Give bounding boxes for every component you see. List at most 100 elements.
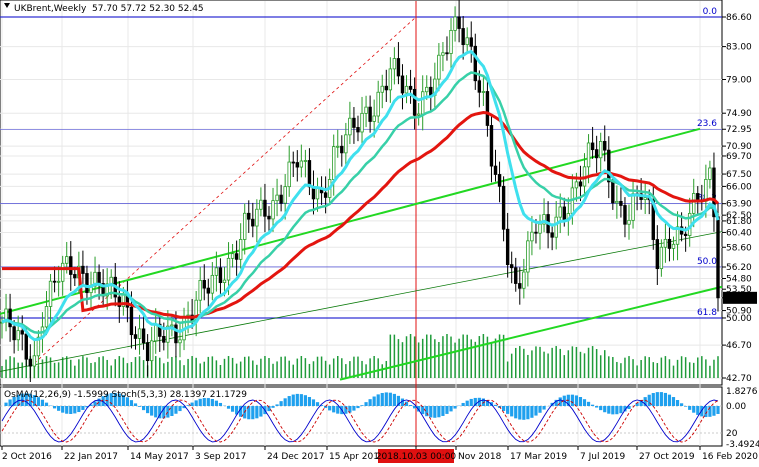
osma-bar	[218, 402, 223, 406]
price-tick-label: 70.90	[726, 142, 752, 152]
candle-body	[214, 267, 219, 276]
candle-body	[396, 58, 401, 77]
candle-body	[287, 161, 291, 188]
candle-body	[117, 296, 122, 307]
candle-body	[607, 149, 611, 183]
osma-bar	[154, 406, 158, 418]
candle-body	[238, 239, 243, 260]
candle-body	[137, 328, 142, 339]
candle-body	[234, 253, 239, 260]
candle-body	[416, 113, 421, 116]
osma-bar	[352, 406, 356, 411]
osma-bar	[271, 406, 275, 408]
candle-body	[412, 88, 417, 116]
osma-bar	[502, 406, 506, 411]
candle-body	[206, 287, 211, 294]
last-price-tag	[723, 291, 757, 304]
main-panel	[0, 0, 723, 386]
osma-bar	[372, 396, 376, 406]
candle-body	[243, 212, 247, 240]
osma-bar	[599, 406, 603, 411]
osma-bar	[344, 406, 348, 414]
osma-bar	[558, 397, 562, 406]
long-trend-line	[0, 231, 723, 372]
osma-bar	[671, 397, 676, 406]
candle-body	[259, 199, 263, 210]
price-tick-label: 69.70	[726, 152, 752, 162]
candle-body	[230, 253, 235, 259]
candle-body	[425, 86, 429, 93]
osma-bar	[595, 406, 599, 408]
osma-bar	[667, 394, 672, 406]
osma-bar	[554, 399, 558, 406]
osma-bar	[368, 399, 372, 406]
osma-bar	[146, 406, 150, 414]
candle-body	[501, 185, 506, 230]
candle-body	[198, 279, 202, 301]
stoch-signal-line	[1, 399, 719, 443]
price-tick-label: 50.90	[726, 307, 752, 317]
candle-body	[376, 91, 380, 117]
collapse-arrow-icon[interactable]	[4, 3, 10, 8]
osma-bar	[526, 406, 530, 420]
candle-body	[441, 52, 445, 56]
candle-body	[611, 181, 615, 204]
candle-body	[675, 226, 680, 245]
fib-label: 23.6	[697, 119, 717, 129]
date-label: 2 Oct 2016	[2, 452, 52, 462]
osma-bar	[174, 406, 178, 414]
osc-tick-label: 20	[726, 429, 738, 439]
osma-bar	[36, 397, 41, 406]
osma-bar	[101, 396, 105, 406]
osma-bar	[716, 406, 720, 414]
candle-body	[404, 85, 409, 94]
price-tick-label: 46.70	[726, 341, 752, 351]
candle-body	[663, 238, 668, 248]
candle-body	[574, 181, 579, 189]
price-tick-label: 66.00	[726, 182, 752, 192]
candle-body	[603, 141, 607, 151]
price-tick-label: 74.90	[726, 109, 752, 119]
candle-body	[538, 223, 542, 234]
price-tick-label: 58.60	[726, 243, 752, 253]
osma-bar	[170, 406, 174, 416]
candle-body	[340, 145, 344, 154]
fib-label: 0.0	[703, 7, 718, 17]
osma-bar	[121, 395, 125, 406]
osma-bar	[659, 392, 663, 406]
osma-bar	[235, 406, 239, 415]
candle-body	[469, 37, 473, 47]
osma-bar	[619, 406, 623, 414]
candle-body	[550, 232, 554, 238]
candle-body	[210, 274, 215, 294]
candle-body	[716, 216, 720, 299]
candle-body	[56, 280, 61, 283]
candle-body	[671, 243, 676, 249]
osma-bar	[113, 392, 117, 406]
osma-bar	[61, 406, 65, 413]
osma-bar	[413, 406, 417, 409]
candle-body	[558, 206, 562, 218]
candle-body	[509, 264, 514, 269]
osma-bar	[247, 406, 251, 420]
osma-bar	[198, 398, 202, 406]
price-tick-label: 50.00	[726, 314, 752, 324]
date-label: 3 Sep 2017	[195, 452, 246, 462]
candle-body	[408, 85, 413, 90]
osma-bar	[388, 392, 392, 406]
osma-bar	[226, 406, 231, 409]
osma-bar	[97, 398, 101, 406]
candle-body	[352, 117, 356, 128]
candle-body	[554, 216, 558, 238]
osma-bar	[315, 402, 320, 406]
candle-body	[145, 342, 150, 362]
candle-body	[457, 16, 461, 29]
osma-bar	[303, 395, 307, 406]
osma-bar	[295, 393, 299, 406]
osma-bar	[133, 403, 138, 406]
candle-body	[60, 262, 65, 282]
osma-bar	[307, 396, 312, 406]
candle-body	[615, 200, 619, 204]
candle-body	[129, 306, 134, 336]
